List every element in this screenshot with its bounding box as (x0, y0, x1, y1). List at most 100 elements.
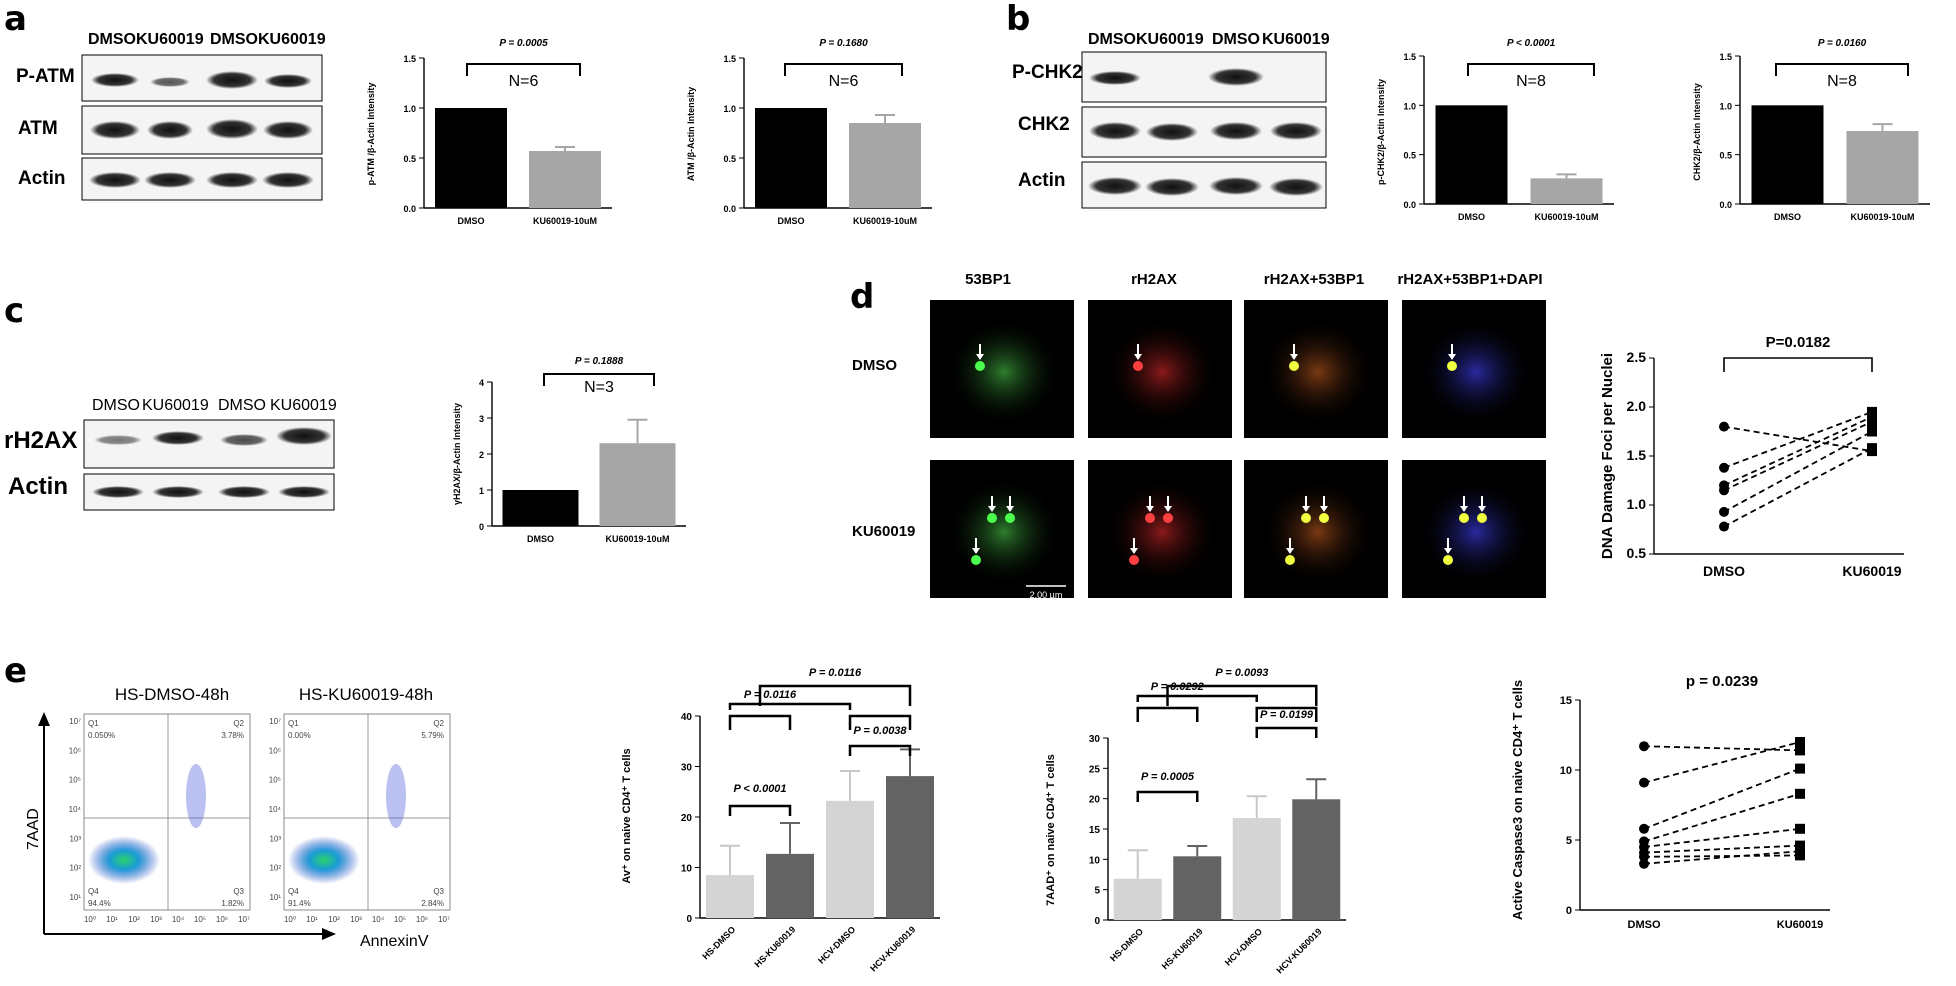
focus (1301, 513, 1311, 523)
significance-bracket (848, 744, 912, 756)
y-tick-label: 30 (1089, 734, 1101, 745)
quadrant-value: 0.00% (288, 731, 311, 740)
column-label: rH2AX (1131, 271, 1177, 288)
y-tick-label: 10 (1560, 765, 1572, 777)
y-tick-label: 0.5 (1627, 545, 1647, 561)
blot-b: DMSO KU60019 DMSO KU60019 P-CHK2 CHK2 Ac… (1012, 31, 1330, 209)
x-tick-label: 10¹ (306, 915, 318, 924)
column-label: rH2AX+53BP1+DAPI (1397, 271, 1542, 288)
y-axis-label: DNA Damage Foci per Nuclei (1599, 353, 1616, 559)
arrowhead (1478, 506, 1486, 512)
lane-label: KU60019 (142, 397, 209, 414)
blot-bands (92, 427, 332, 498)
flow-plot: Q1 0.00% Q2 5.79% Q4 91.4% Q3 2.84% 10⁰ 10¹ 10² 10³… (269, 713, 451, 924)
y-tick-label: 30 (681, 763, 693, 774)
y-tick-label: 0 (1094, 916, 1100, 927)
y-tick-label: 0.0 (403, 204, 416, 214)
x-tick-label: 10² (328, 915, 340, 924)
y-tick-label: 10⁷ (269, 717, 281, 726)
y-tick-label: 0.5 (1719, 151, 1732, 161)
focus (971, 555, 981, 565)
focus (975, 361, 985, 371)
quadrant-name: Q2 (233, 719, 244, 728)
x-tick-label: 10⁷ (238, 915, 250, 924)
significance-bracket (1166, 684, 1318, 706)
point (1719, 421, 1729, 432)
bar (886, 776, 934, 918)
point (1795, 763, 1805, 774)
quadrant-name: Q2 (433, 719, 444, 728)
y-tick-label: 1.5 (1627, 447, 1647, 463)
y-tick-label: 1.5 (1719, 52, 1732, 62)
quadrant-value: 3.78% (221, 731, 244, 740)
significance-bracket (1723, 357, 1873, 372)
point (1867, 416, 1877, 427)
point (1639, 858, 1649, 869)
lane-label: DMSO (218, 397, 266, 414)
row-label: P-ATM (16, 66, 75, 87)
lane-label: KU60019 (1136, 31, 1204, 48)
blot-bands (1088, 68, 1323, 196)
y-axis-label: p-ATM /β-Actin Intensity (366, 83, 376, 186)
x-tick-label: 10⁶ (216, 915, 228, 924)
y-axis-label: Active Caspase3 on naive CD4⁺ T cells (1510, 680, 1525, 920)
quadrant-value: 91.4% (288, 899, 311, 908)
y-tick-label: 0 (479, 522, 484, 532)
y-tick-label: 10² (269, 864, 281, 873)
y-tick-label: 20 (1089, 795, 1101, 806)
chart-ATM: 0.0 0.5 1.0 1.5 ATM /β-Actin Intensity DMSO KU… (686, 38, 932, 226)
x-tick-label: 10⁰ (84, 915, 96, 924)
quadrant-name: Q1 (88, 719, 99, 728)
chart-7AAD: 0 5 10 15 20 25 30 7AAD⁺ on naive CD4⁺ T cells H… (1045, 667, 1346, 976)
focus (1289, 361, 1299, 371)
bar (1232, 818, 1281, 920)
paired-line (1643, 745, 1801, 752)
y-tick-label: 10⁵ (69, 776, 81, 785)
x-tick-label: KU60019-10uM (853, 216, 917, 226)
population-cluster (288, 836, 360, 884)
bar (599, 443, 676, 526)
p-value-label: P = 0.0093 (1215, 667, 1268, 679)
p-value-label: P = 0.0005 (1141, 771, 1195, 783)
x-tick-label: 10⁶ (416, 915, 428, 924)
y-axis-label: 7AAD⁺ on naive CD4⁺ T cells (1045, 754, 1057, 906)
y-tick-label: 10⁵ (269, 776, 281, 785)
n-label: N=8 (1827, 73, 1857, 90)
chart-CHK2: 0.0 0.5 1.0 1.5 CHK2/β-Actin Intensity DMSO KU… (1692, 38, 1930, 222)
y-tick-label: 1.5 (403, 54, 416, 64)
significance-bracket (848, 714, 912, 730)
p-value-label: P < 0.0001 (1507, 38, 1556, 49)
population-cluster (88, 836, 160, 884)
x-tick-label: KU60019 (1777, 919, 1823, 931)
y-axis-label: CHK2/β-Actin Intensity (1692, 83, 1702, 181)
point (1867, 426, 1877, 437)
bar (1173, 856, 1222, 920)
quadrant-value: 1.82% (221, 899, 244, 908)
x-tick-label: HCV-KU60019 (1274, 926, 1323, 975)
significance-bracket (1255, 706, 1318, 722)
y-tick-label: 0.0 (723, 204, 736, 214)
focus (1443, 555, 1453, 565)
chart-foci: 0.5 1.0 1.5 2.0 2.5 DNA Damage Foci per Nucle… (1599, 334, 1904, 579)
x-tick-label: KU60019 (1842, 563, 1901, 579)
significance-bracket (466, 63, 581, 76)
y-tick-label: 10¹ (269, 893, 281, 902)
y-tick-label: 5 (1094, 886, 1100, 897)
y-tick-label: 0 (1566, 905, 1572, 917)
blot-a: DMSO KU60019 DMSO KU60019 P-ATM ATM Acti… (16, 31, 326, 201)
row-label: Actin (18, 168, 66, 189)
row-label: DMSO (852, 357, 897, 374)
quadrant-name: Q3 (433, 887, 444, 896)
y-tick-label: 1.0 (1627, 496, 1647, 512)
arrowhead (1146, 506, 1154, 512)
significance-bracket (1136, 694, 1258, 702)
quadrant-name: Q3 (233, 887, 244, 896)
paired-line (1643, 827, 1801, 848)
arrowhead (988, 506, 996, 512)
arrowhead (1448, 354, 1456, 360)
panel-letter-b: b (1006, 0, 1030, 39)
x-tick-label: 10⁵ (394, 915, 406, 924)
lane-label: KU60019 (270, 397, 337, 414)
focus (1129, 555, 1139, 565)
x-tick-label: 10⁷ (438, 915, 450, 924)
